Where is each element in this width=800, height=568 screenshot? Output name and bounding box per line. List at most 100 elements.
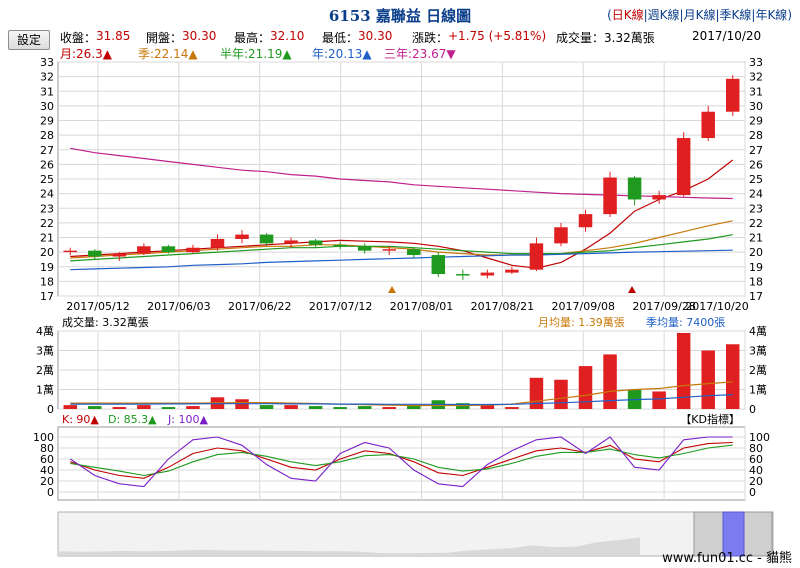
volume-bar — [652, 391, 666, 409]
volume-bar — [529, 377, 544, 409]
candle-body — [284, 240, 298, 244]
candle-body — [88, 250, 102, 257]
ma-legend-item: 三年:23.67▼ — [384, 47, 456, 61]
candle-body — [407, 249, 421, 256]
candle-body — [505, 269, 519, 273]
candle-body — [112, 253, 127, 257]
volume-y-tick-right: 3萬 — [749, 345, 767, 358]
candle-body — [701, 111, 715, 139]
x-tick-label: 2017/07/12 — [309, 300, 372, 313]
candle-body — [480, 272, 495, 276]
volume-bar — [308, 406, 323, 409]
overview-scroll-handle[interactable] — [722, 511, 745, 557]
price-y-tick-right: 32 — [749, 71, 763, 84]
change-value: +1.75 (+5.81%) — [448, 29, 547, 43]
period-link-0[interactable]: 日K線 — [611, 8, 644, 22]
volume-bar — [676, 332, 691, 409]
ma-legend-item: 年:20.13▲ — [312, 47, 372, 61]
kd-y-tick-left: 0 — [47, 486, 54, 499]
candle-body — [259, 234, 274, 244]
price-y-tick-right: 28 — [749, 129, 763, 142]
x-tick-label: 2017/06/03 — [147, 300, 210, 313]
candle-body — [554, 227, 568, 244]
price-y-tick-left: 25 — [40, 173, 54, 186]
kd-y-tick-right: 60 — [749, 453, 763, 466]
price-y-tick-right: 30 — [749, 100, 763, 113]
x-tick-label: 2017/05/12 — [66, 300, 129, 313]
volume-bar — [333, 407, 347, 409]
candle-body — [186, 247, 200, 253]
marker-triangle — [628, 286, 636, 293]
volume-y-tick-left: 2萬 — [36, 364, 54, 377]
price-y-tick-left: 22 — [40, 217, 54, 230]
price-y-tick-left: 29 — [40, 115, 54, 128]
price-y-tick-left: 23 — [40, 202, 54, 215]
volume-y-tick-right: 2萬 — [749, 364, 767, 377]
low-value: 30.30 — [358, 29, 393, 43]
volume-bar — [578, 366, 593, 409]
high-value: 32.10 — [270, 29, 305, 43]
watermark: www.fun01.cc - 貓熊 — [662, 551, 792, 566]
volume-bar — [259, 405, 274, 409]
kd-y-tick-right: 100 — [749, 431, 770, 444]
price-y-tick-right: 21 — [749, 232, 763, 245]
volume-bar — [284, 405, 298, 409]
ma-line-1 — [70, 220, 733, 259]
low-label: 最低： — [322, 31, 359, 45]
volume-bar — [161, 407, 176, 409]
price-y-tick-right: 22 — [749, 217, 763, 230]
kd-y-tick-left: 100 — [33, 431, 54, 444]
period-link-1[interactable]: 週K線 — [647, 8, 680, 22]
kd-y-tick-right: 40 — [749, 464, 763, 477]
high-label: 最高： — [234, 31, 271, 45]
kd-panel-frame — [57, 426, 746, 501]
overview-silhouette — [58, 537, 640, 556]
candle-body — [578, 214, 593, 228]
volume-bar — [357, 406, 372, 409]
kd-y-tick-right: 0 — [749, 486, 756, 499]
volume-label: 成交量： — [556, 31, 605, 45]
volume-value: 3.32萬張 — [604, 31, 655, 45]
price-y-tick-right: 17 — [749, 290, 763, 303]
candle-body — [382, 249, 396, 251]
candle-body — [676, 138, 691, 196]
x-tick-label: 2017/09/28 — [632, 300, 695, 313]
volume-bar — [480, 405, 495, 409]
volume-bar — [186, 406, 200, 409]
volume-avg-month: 月均量: 1.39萬張 — [538, 316, 625, 329]
kd-line-1 — [70, 444, 733, 477]
chart-title: 6153 嘉聯益 日線圖 — [328, 7, 472, 25]
kd-indicator-button[interactable]: 【KD指標】 — [680, 412, 740, 426]
price-y-tick-right: 27 — [749, 144, 763, 157]
price-y-tick-right: 18 — [749, 275, 763, 288]
price-y-tick-left: 26 — [40, 158, 54, 171]
kd-line-2 — [69, 436, 733, 488]
candle-body — [333, 244, 347, 247]
price-y-tick-left: 31 — [40, 85, 54, 98]
open-label: 開盤： — [146, 31, 183, 45]
volume-bar — [603, 354, 617, 409]
price-y-tick-left: 30 — [40, 100, 54, 113]
settings-button[interactable]: 設定 — [8, 30, 50, 50]
price-y-tick-right: 25 — [749, 173, 763, 186]
volume-bar — [88, 406, 102, 409]
kd-y-tick-left: 60 — [40, 453, 54, 466]
price-y-tick-left: 28 — [40, 129, 54, 142]
price-y-tick-right: 29 — [749, 115, 763, 128]
price-y-tick-right: 19 — [749, 261, 763, 274]
kd-y-tick-right: 80 — [749, 442, 763, 455]
candle-body — [456, 274, 470, 276]
kd-d-label: D: 85.3▲ — [108, 413, 157, 426]
kd-y-tick-left: 80 — [40, 442, 54, 455]
period-link-3[interactable]: 季K線 — [719, 8, 752, 22]
candle-body — [308, 240, 323, 245]
period-link-4[interactable]: 年K線 — [755, 8, 788, 22]
price-y-tick-left: 27 — [40, 144, 54, 157]
candle-body — [529, 243, 544, 270]
period-link-2[interactable]: 月K線 — [683, 8, 716, 22]
open-value: 30.30 — [182, 29, 217, 43]
volume-bar — [505, 407, 519, 409]
volume-title: 成交量: 3.32萬張 — [62, 315, 149, 329]
price-y-tick-left: 17 — [40, 290, 54, 303]
